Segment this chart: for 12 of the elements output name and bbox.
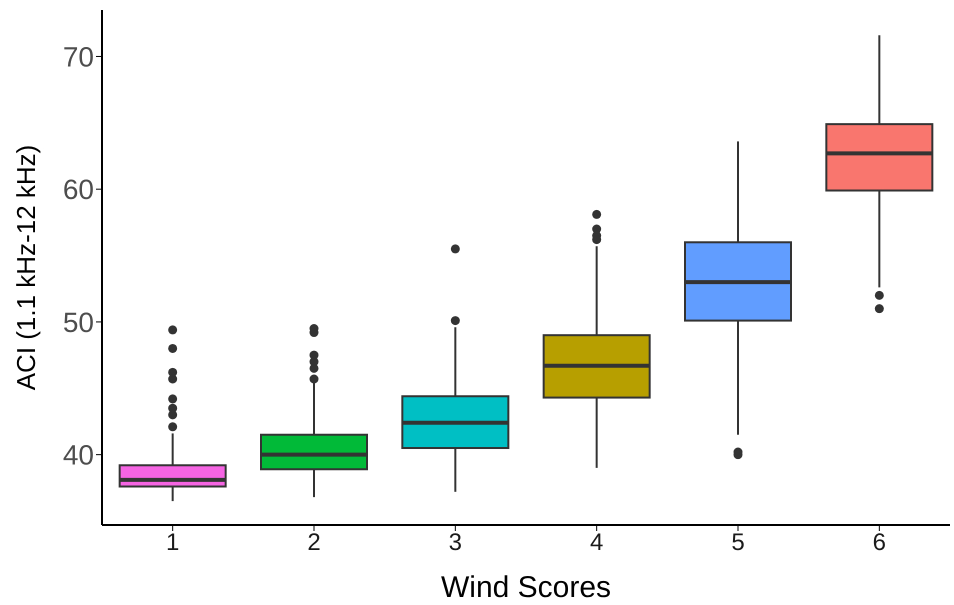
x-tick-label: 5 [731, 529, 745, 556]
y-tick-label: 70 [62, 41, 94, 72]
x-tick-label: 3 [448, 529, 462, 556]
y-tick-label: 40 [62, 440, 94, 471]
y-axis-title: ACI (1.1 kHz-12 kHz) [11, 144, 42, 390]
y-tick-label: 50 [62, 306, 94, 338]
x-tick-label: 2 [307, 529, 321, 556]
x-tick-label: 1 [166, 529, 180, 556]
x-axis-title: Wind Scores [440, 571, 612, 604]
x-tick-label: 6 [872, 529, 886, 556]
y-tick-label: 60 [62, 174, 94, 206]
x-tick-label: 4 [590, 529, 604, 556]
